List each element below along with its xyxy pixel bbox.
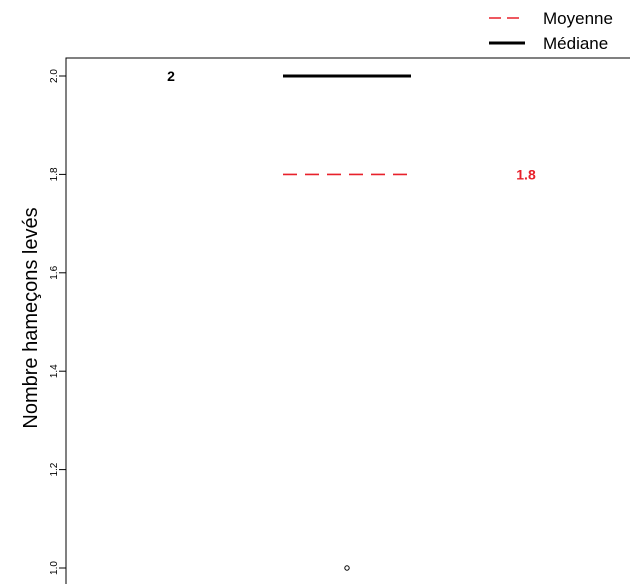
y-tick-label: 1.0 [49,561,60,575]
median-annotation: 2 [167,68,175,84]
outlier-points [344,565,350,571]
y-tick-label: 1.8 [49,167,60,181]
y-tick-label: 1.4 [49,364,60,378]
y-tick-label: 1.2 [49,462,60,476]
legend-median-label: Médiane [543,34,608,53]
y-axis-label: Nombre hameçons levés [20,207,42,428]
plot-frame [65,57,630,584]
legend: Moyenne Médiane [489,9,613,53]
y-axis: 1.0 1.2 1.4 1.6 1.8 2.0 [49,69,66,575]
legend-mean-label: Moyenne [543,9,613,28]
y-tick-label: 2.0 [49,69,60,83]
y-tick-label: 1.6 [49,265,60,279]
outlier-point [344,565,350,571]
mean-annotation: 1.8 [516,166,536,182]
